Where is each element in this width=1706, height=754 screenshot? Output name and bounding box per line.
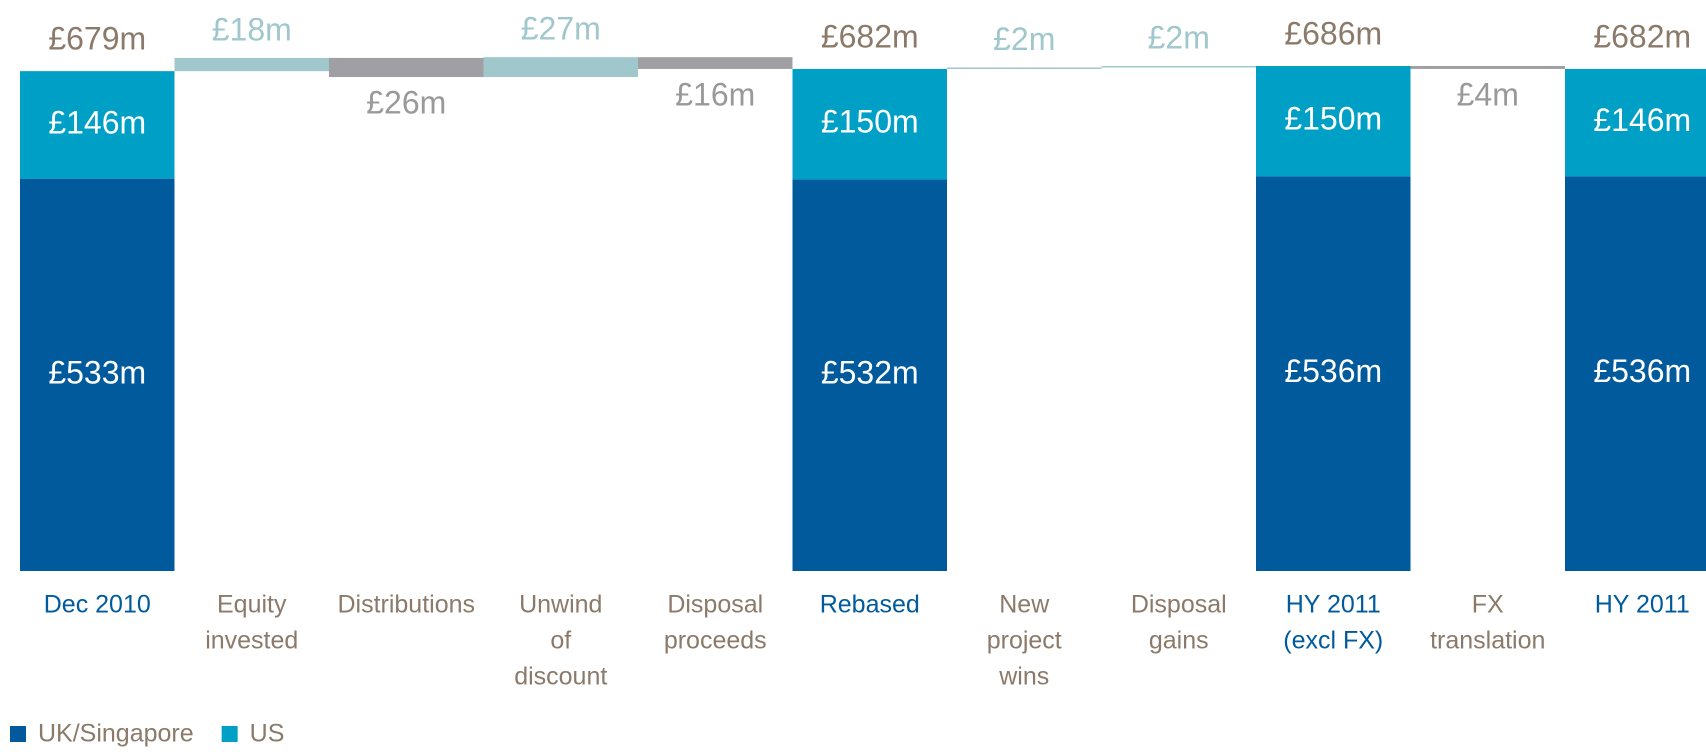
x-tick-label: wins (998, 663, 1049, 691)
total-label: £682m (821, 18, 919, 54)
change-bar (174, 57, 329, 72)
segment-label: £533m (48, 354, 146, 390)
x-tick-label: FX (1472, 591, 1504, 619)
change-bar (638, 57, 793, 69)
x-tick-label: Equity (217, 591, 287, 619)
x-tick-label: Distributions (337, 591, 475, 619)
x-tick-label: Rebased (820, 591, 920, 619)
change-bar (1101, 66, 1256, 68)
segment-label: £146m (48, 104, 146, 140)
change-label: £2m (1148, 19, 1210, 55)
change-bar (329, 57, 484, 78)
segment-label: £532m (821, 355, 919, 391)
x-tick-label: HY 2011 (1595, 591, 1690, 619)
x-tick-label: invested (205, 627, 298, 655)
x-tick-label: HY 2011 (1286, 591, 1381, 619)
bar-segment (792, 179, 947, 571)
bar-segment (20, 178, 175, 571)
bar-segment (1256, 176, 1411, 572)
x-tick-label: discount (514, 663, 607, 691)
x-tick-label: New (999, 591, 1050, 619)
x-tick-label: Disposal (667, 591, 763, 619)
bar-segment (20, 71, 175, 179)
x-tick-label: translation (1430, 627, 1545, 655)
total-label: £682m (1593, 18, 1691, 54)
x-tick-label: proceeds (664, 627, 767, 655)
change-bar (483, 57, 638, 78)
total-label: £679m (48, 21, 146, 57)
segment-label: £536m (1593, 353, 1691, 389)
segment-label: £146m (1593, 102, 1691, 138)
x-tick-label: project (987, 627, 1062, 655)
bar-segment (1565, 176, 1706, 572)
x-tick-label: of (550, 627, 571, 655)
x-tick-label: gains (1149, 627, 1209, 655)
legend-label: US (250, 720, 285, 748)
legend-swatch (221, 726, 238, 742)
change-bar (947, 67, 1102, 69)
change-label: £18m (212, 11, 292, 47)
x-tick-label: Unwind (519, 591, 602, 619)
change-label: £2m (993, 21, 1055, 57)
change-label: £27m (521, 11, 601, 47)
total-label: £686m (1284, 15, 1382, 51)
change-label: £26m (366, 84, 446, 120)
x-tick-label: (excl FX) (1283, 627, 1383, 655)
legend-swatch (10, 726, 26, 742)
x-tick-label: Disposal (1131, 591, 1227, 619)
change-bar (1410, 66, 1565, 69)
x-tick-label: Dec 2010 (44, 591, 151, 619)
legend-label: UK/Singapore (38, 720, 194, 748)
segment-label: £150m (821, 104, 919, 140)
segment-label: £150m (1284, 101, 1382, 137)
bar-segment (1256, 66, 1411, 177)
bar-segment (792, 68, 947, 180)
bar-segment (1565, 68, 1706, 177)
change-label: £16m (675, 76, 755, 112)
change-label: £4m (1457, 76, 1519, 112)
segment-label: £536m (1284, 353, 1382, 389)
